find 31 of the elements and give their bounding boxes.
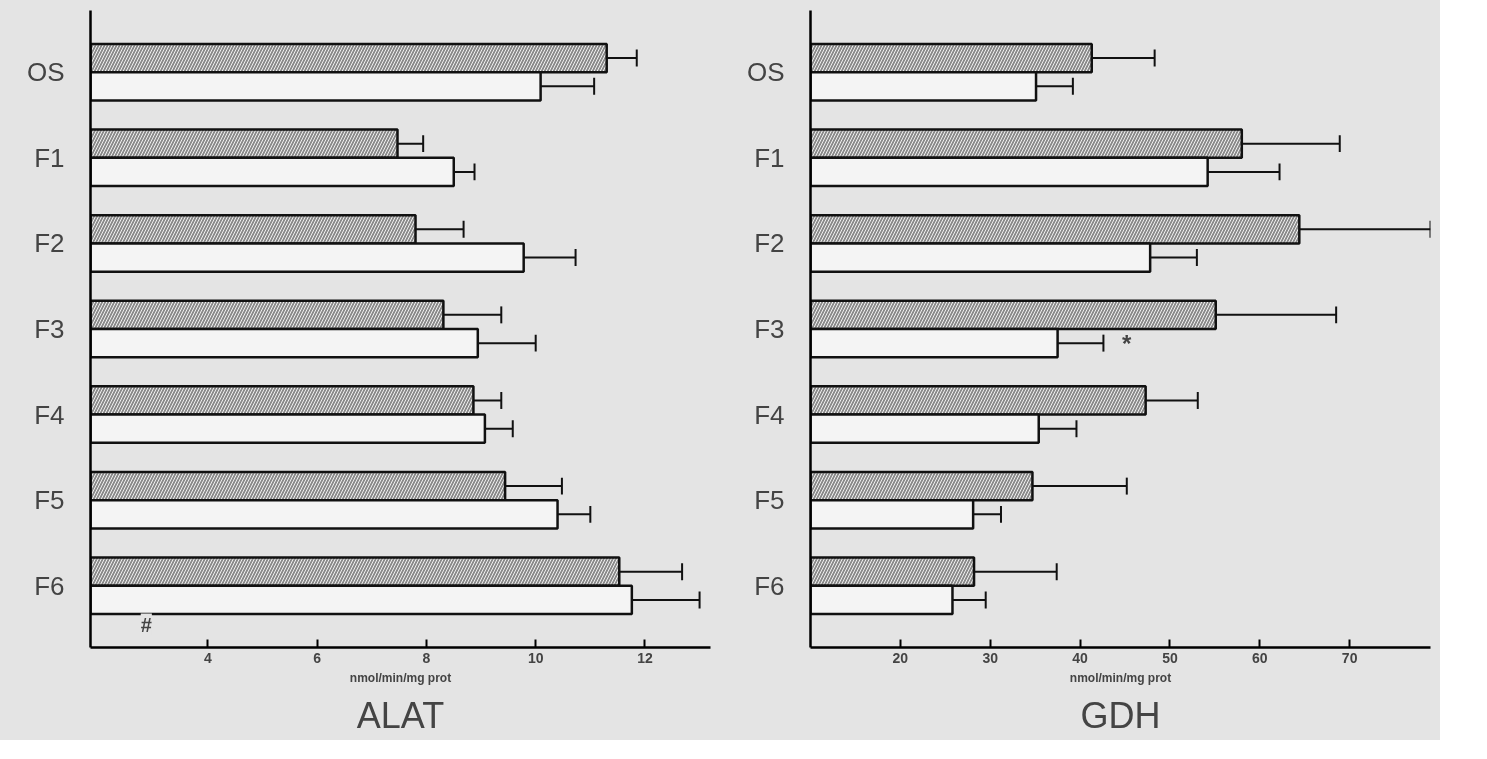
x-tick-label: 8 (422, 649, 431, 666)
y-tick-label: F6 (34, 570, 65, 601)
x-tick-label: 4 (204, 649, 213, 666)
y-tick-label: OS (26, 57, 65, 88)
x-tick-label: 12 (637, 649, 653, 666)
y-tick-label: F1 (34, 142, 65, 173)
annotation: # (140, 613, 152, 636)
x-tick-label: 60 (1251, 649, 1268, 666)
y-tick-label: F3 (754, 314, 785, 344)
y-tick-label: F2 (754, 228, 785, 259)
y-tick-label: F3 (34, 314, 65, 344)
y-tick-label: F1 (754, 142, 785, 173)
x-axis-title: nmol/min/mg prot (1069, 670, 1172, 685)
annotation: * (1122, 329, 1133, 357)
x-axis-title: nmol/min/mg prot (349, 670, 452, 685)
y-tick-label: F6 (754, 570, 785, 601)
y-tick-label: F5 (34, 485, 65, 516)
x-tick-label: 50 (1162, 649, 1178, 666)
x-tick-label: 70 (1341, 649, 1358, 666)
x-tick-label: 6 (313, 649, 322, 666)
y-tick-label: F2 (34, 228, 65, 259)
y-tick-label: OS (746, 57, 785, 88)
y-tick-label: F5 (754, 485, 785, 516)
y-tick-label: F4 (754, 399, 785, 430)
text: ALAT (356, 694, 445, 736)
x-tick-label: 10 (527, 649, 544, 666)
x-tick-label: 20 (892, 649, 909, 666)
text: GDH (1080, 694, 1161, 736)
y-tick-label: F4 (34, 399, 65, 430)
x-tick-label: 30 (982, 649, 999, 666)
x-tick-label: 40 (1072, 649, 1089, 666)
